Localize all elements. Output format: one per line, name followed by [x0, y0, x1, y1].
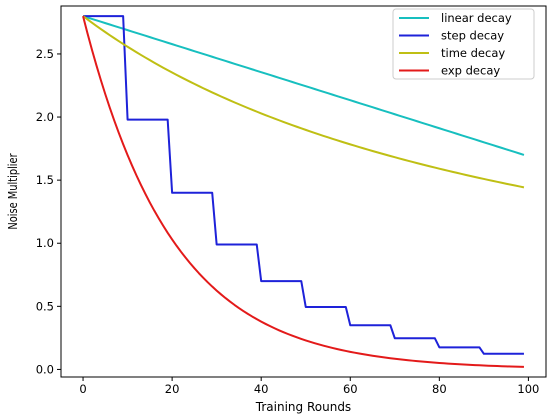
legend-label-time-decay: time decay: [441, 46, 505, 60]
y-tick-label: 1.0: [36, 236, 54, 250]
series-line-step-decay: [83, 15, 524, 355]
legend: linear decay step decay time decay exp deca…: [392, 8, 535, 80]
legend-box: [392, 8, 535, 80]
series-line-linear-decay: [82, 15, 525, 156]
x-axis: 0 20 40 60 80 100: [79, 377, 539, 396]
legend-label-exp-decay: exp decay: [441, 64, 500, 78]
series-line-time-decay: [82, 15, 525, 189]
x-tick-label: 20: [165, 382, 180, 396]
x-tick-label: 80: [432, 382, 447, 396]
y-tick-label: 1.5: [36, 173, 54, 187]
x-axis-label: Training Rounds: [255, 400, 351, 414]
legend-label-linear-decay: linear decay: [441, 11, 512, 25]
x-tick-label: 100: [517, 382, 539, 396]
x-tick-label: 0: [79, 382, 86, 396]
y-axis-label: Noise Multiplier: [6, 153, 20, 230]
x-tick-label: 40: [254, 382, 269, 396]
y-tick-label: 0.0: [36, 362, 54, 376]
y-tick-label: 2.5: [36, 47, 54, 61]
series-line-exp-decay: [82, 15, 524, 368]
plot-frame: [60, 5, 547, 378]
y-tick-label: 0.5: [36, 299, 54, 313]
y-axis: 0.0 0.5 1.0 1.5 2.0 2.5: [36, 47, 61, 376]
legend-items: linear decay step decay time decay exp deca…: [399, 11, 512, 78]
series-layer: [82, 15, 525, 368]
legend-label-step-decay: step decay: [441, 29, 504, 43]
y-tick-label: 2.0: [36, 110, 54, 124]
x-tick-label: 60: [343, 382, 358, 396]
